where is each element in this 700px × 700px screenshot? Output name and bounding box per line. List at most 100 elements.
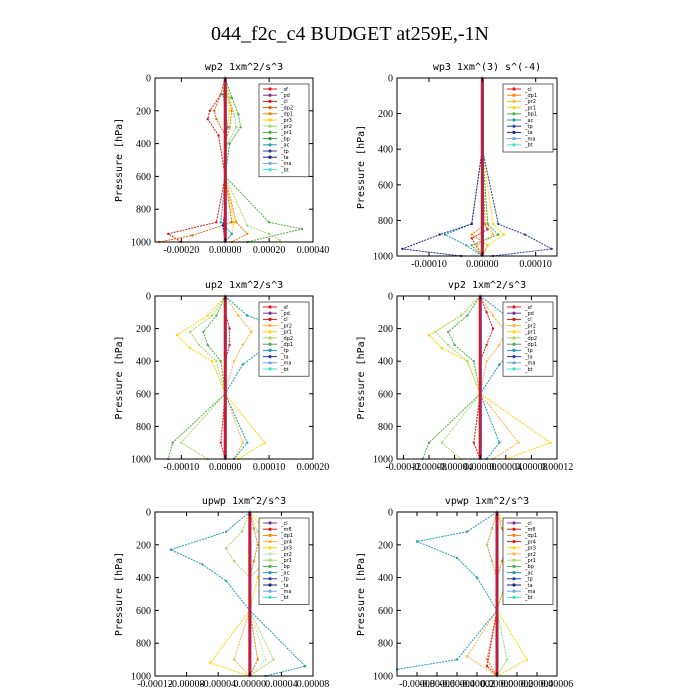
legend-marker bbox=[268, 324, 272, 328]
data-point bbox=[209, 661, 212, 665]
data-point bbox=[235, 221, 238, 224]
legend-marker bbox=[268, 106, 272, 110]
data-point bbox=[490, 527, 494, 530]
plot-frame bbox=[154, 77, 314, 243]
plot-frame bbox=[154, 295, 314, 460]
x-tick-label: 0.00010 bbox=[519, 259, 552, 270]
legend-label: _pd bbox=[280, 311, 290, 317]
legend-label: _pr1 bbox=[280, 558, 292, 564]
data-point bbox=[232, 360, 236, 363]
panel-title: wp2 1xm^2/s^3 bbox=[205, 62, 283, 73]
x-tick-label: 0.00020 bbox=[253, 245, 286, 256]
data-point bbox=[486, 228, 489, 231]
y-tick-label: 800 bbox=[136, 205, 151, 216]
legend-label: _pr2 bbox=[524, 323, 536, 329]
data-point bbox=[475, 576, 479, 579]
legend-label: _pd bbox=[280, 93, 290, 99]
legend-label: _pr2 bbox=[280, 124, 292, 130]
x-tick-label: 0.00012 bbox=[541, 462, 574, 473]
legend-marker bbox=[512, 305, 516, 309]
legend-marker bbox=[512, 342, 516, 346]
legend-marker bbox=[512, 355, 516, 359]
series-line-ta bbox=[402, 78, 483, 257]
legend-label: _pr2 bbox=[280, 323, 292, 329]
y-tick-label: 1000 bbox=[373, 672, 393, 683]
y-tick-label: 600 bbox=[378, 180, 393, 191]
legend-marker bbox=[512, 93, 516, 97]
data-point bbox=[486, 222, 489, 226]
data-point bbox=[434, 330, 437, 334]
legend-label: _cl bbox=[280, 521, 288, 527]
legend-label: _sf bbox=[280, 87, 288, 93]
legend-label: _pr1 bbox=[524, 330, 536, 336]
legend-marker bbox=[268, 558, 272, 562]
data-point bbox=[215, 117, 218, 121]
series-line-cl bbox=[471, 78, 489, 257]
legend-marker bbox=[268, 87, 272, 91]
legend-marker bbox=[512, 577, 516, 581]
y-tick-label: 0 bbox=[388, 508, 393, 519]
y-tick-label: 0 bbox=[146, 74, 151, 85]
legend-label: _ma bbox=[280, 361, 291, 367]
legend-label: _tp bbox=[280, 577, 289, 583]
legend-label: _ma bbox=[280, 161, 291, 167]
x-tick-label: -0.00002 bbox=[459, 679, 495, 690]
legend-label: _pr2 bbox=[524, 552, 536, 558]
legend-label: _dp1 bbox=[280, 533, 293, 539]
data-point bbox=[465, 655, 469, 658]
data-point bbox=[486, 244, 489, 247]
data-point bbox=[485, 658, 489, 661]
x-tick-label: 0.00000 bbox=[464, 462, 497, 473]
data-point bbox=[224, 579, 228, 583]
panel-title: vpwp 1xm^2/s^3 bbox=[445, 496, 529, 507]
legend-marker bbox=[268, 595, 272, 600]
series-line-dp1 bbox=[422, 295, 481, 460]
legend-label: _ac bbox=[280, 143, 290, 149]
legend-marker bbox=[512, 552, 516, 556]
data-point bbox=[171, 441, 174, 444]
data-point bbox=[206, 343, 209, 347]
y-tick-label: 200 bbox=[136, 324, 151, 335]
legend-marker bbox=[268, 149, 272, 153]
legend-label: _cl bbox=[524, 87, 532, 93]
y-tick-label: 400 bbox=[378, 145, 393, 156]
data-point bbox=[235, 126, 238, 129]
legend-label: _sf bbox=[280, 305, 288, 311]
legend-marker bbox=[512, 564, 516, 569]
data-point bbox=[206, 117, 209, 121]
legend-marker bbox=[512, 533, 516, 538]
series-line-pr1 bbox=[225, 511, 275, 677]
data-point bbox=[470, 233, 473, 236]
legend-label: _bp1 bbox=[524, 112, 537, 118]
y-tick-label: 1000 bbox=[131, 672, 151, 683]
legend-label: _bt bbox=[280, 367, 289, 373]
y-tick-label: 400 bbox=[136, 573, 151, 584]
x-tick-label: -0.00004 bbox=[439, 679, 475, 690]
legend-label: _bp bbox=[524, 564, 534, 570]
legend-marker bbox=[268, 168, 272, 172]
data-point bbox=[210, 360, 214, 363]
data-point bbox=[237, 112, 240, 116]
y-axis-label: Pressure [hPa] bbox=[356, 125, 367, 209]
data-point bbox=[459, 314, 463, 317]
data-point bbox=[241, 441, 244, 444]
y-axis-label: Pressure [hPa] bbox=[114, 335, 125, 419]
data-point bbox=[221, 93, 225, 96]
data-point bbox=[483, 222, 487, 226]
legend-label: _mfl bbox=[524, 527, 536, 533]
data-point bbox=[232, 112, 236, 116]
legend-label: _ta bbox=[524, 583, 533, 589]
data-point bbox=[228, 343, 231, 347]
legend-marker bbox=[268, 355, 272, 359]
data-point bbox=[470, 222, 473, 226]
y-tick-label: 600 bbox=[136, 606, 151, 617]
y-tick-label: 200 bbox=[378, 109, 393, 120]
data-point bbox=[475, 244, 479, 247]
data-point bbox=[188, 330, 192, 334]
data-point bbox=[453, 343, 456, 347]
series-line-ac bbox=[396, 511, 498, 670]
x-tick-label: 0.00000 bbox=[481, 679, 514, 690]
legend-label: _bt bbox=[280, 595, 289, 601]
legend-marker bbox=[512, 527, 516, 531]
y-axis-label: Pressure [hPa] bbox=[356, 552, 367, 636]
